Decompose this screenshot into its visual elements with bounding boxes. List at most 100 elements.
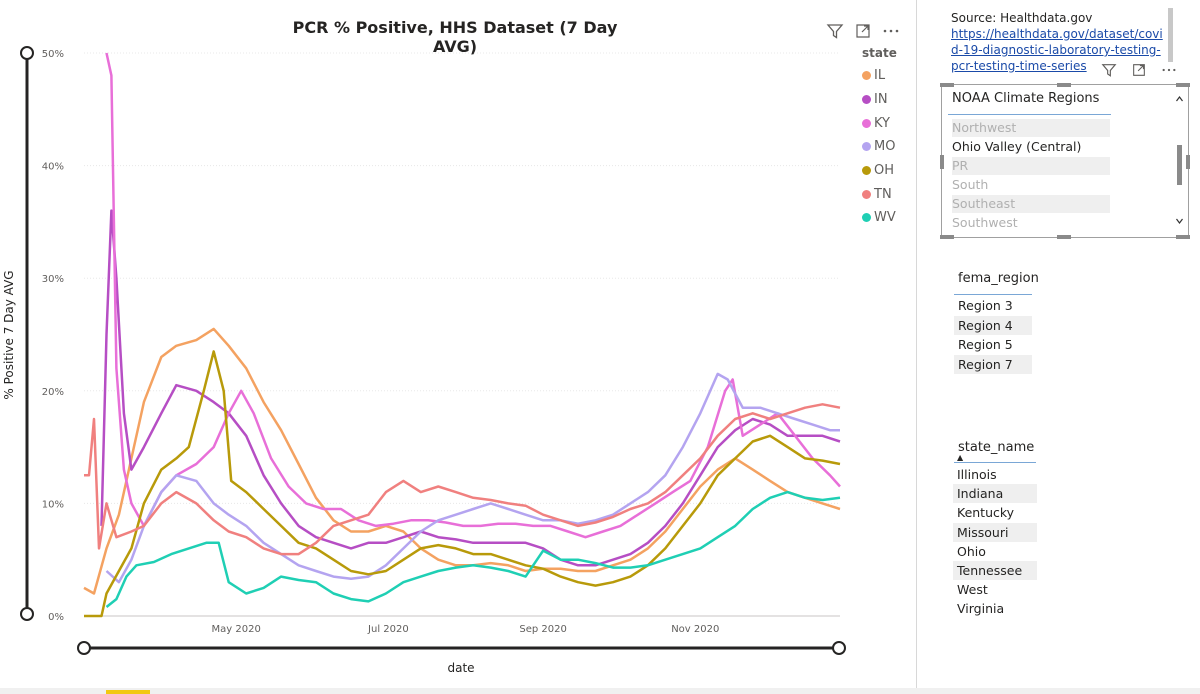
climate-slicer-title: NOAA Climate Regions — [952, 91, 1100, 106]
series-line-oh[interactable] — [84, 350, 841, 618]
chevron-up-icon — [1176, 96, 1183, 102]
page-tabs-bar — [0, 688, 1200, 694]
state-name-option[interactable]: Ohio — [957, 543, 986, 559]
legend-marker — [862, 95, 871, 105]
x-tick-label: Nov 2020 — [671, 624, 719, 635]
x-slider-handle-right[interactable] — [832, 641, 846, 655]
visual-header-icons — [826, 22, 900, 44]
x-slider-handle-left[interactable] — [77, 641, 91, 655]
state-name-option[interactable]: West Virginia — [957, 582, 1005, 617]
series-line-wv[interactable] — [105, 490, 841, 608]
state-name-option[interactable]: Indiana — [953, 484, 1037, 504]
chart-legend: state IL IN KY MO OH TN WV — [862, 46, 897, 230]
y-slider-handle-bottom[interactable] — [20, 607, 34, 621]
resize-handle[interactable] — [1057, 83, 1071, 87]
y-tick-label: 50% — [42, 49, 64, 60]
legend-label: OH — [874, 163, 895, 179]
state-name-option[interactable]: Missouri — [953, 522, 1037, 542]
climate-region-option[interactable]: Southwest — [952, 214, 1110, 232]
legend-item[interactable]: TN — [862, 182, 897, 206]
x-tick-label: May 2020 — [212, 624, 261, 635]
y-axis-ticks: 0% 10% 20% 30% 40% 50% — [42, 49, 64, 623]
slicer-header-icons — [1100, 62, 1178, 82]
climate-region-option[interactable]: South — [952, 176, 1110, 194]
resize-handle[interactable] — [1057, 235, 1071, 239]
legend-marker — [862, 213, 871, 223]
source-textbox: Source: Healthdata.gov https://healthdat… — [951, 10, 1163, 74]
focus-mode-icon[interactable] — [1130, 62, 1148, 82]
climate-region-option[interactable]: Southeast — [952, 195, 1110, 213]
resize-handle[interactable] — [940, 83, 954, 87]
more-options-icon[interactable] — [882, 22, 900, 44]
climate-region-option[interactable]: Ohio Valley (Central) — [952, 139, 1082, 154]
legend-title: state — [862, 46, 897, 60]
y-tick-label: 0% — [48, 612, 64, 623]
series-line-tn[interactable] — [84, 403, 841, 556]
fema-region-option[interactable]: Region 3 — [958, 298, 1013, 313]
legend-item[interactable]: KY — [862, 111, 897, 135]
fema-region-option[interactable]: Region 4 — [954, 315, 1032, 335]
state-name-option[interactable]: Tennessee — [953, 561, 1037, 580]
resize-handle[interactable] — [940, 155, 944, 169]
y-tick-label: 30% — [42, 274, 64, 285]
active-page-tab[interactable] — [106, 690, 150, 694]
slicer-title-underline — [954, 462, 1036, 463]
x-axis-label: date — [447, 661, 474, 675]
series-line-il[interactable] — [83, 327, 841, 595]
x-tick-label: Jul 2020 — [367, 624, 409, 635]
legend-label: KY — [874, 115, 891, 131]
series-line-ky[interactable] — [105, 52, 841, 539]
chart-title: PCR % Positive, HHS Dataset (7 Day AVG) — [292, 18, 618, 56]
legend-marker — [862, 189, 871, 199]
series-line-in[interactable] — [100, 209, 841, 567]
fema-slicer-title: fema_region — [958, 271, 1039, 286]
state-slicer-title: state_name — [958, 440, 1035, 455]
climate-region-option[interactable]: PR — [952, 157, 1110, 175]
slicer-scrollbar[interactable] — [1175, 93, 1184, 227]
resize-handle[interactable] — [1176, 235, 1190, 239]
y-range-slider[interactable] — [20, 46, 34, 621]
legend-marker — [862, 118, 871, 128]
textbox-scrollbar[interactable] — [1168, 8, 1173, 62]
gridlines — [84, 52, 840, 617]
legend-label: IL — [874, 68, 886, 84]
legend-marker — [862, 142, 871, 152]
legend-item[interactable]: MO — [862, 135, 897, 159]
resize-handle[interactable] — [940, 235, 954, 239]
resize-handle[interactable] — [1186, 155, 1190, 169]
x-range-slider[interactable] — [77, 641, 846, 655]
legend-marker — [862, 71, 871, 81]
state-name-option[interactable]: Kentucky — [957, 505, 1015, 521]
series-lines — [83, 52, 841, 618]
x-tick-label: Sep 2020 — [519, 624, 566, 635]
y-tick-label: 40% — [42, 162, 64, 173]
legend-label: IN — [874, 92, 888, 108]
source-link[interactable]: https://healthdata.gov/dataset/covid-19-… — [951, 27, 1163, 73]
legend-label: MO — [874, 139, 896, 155]
legend-item[interactable]: OH — [862, 159, 897, 183]
legend-marker — [862, 166, 871, 176]
state-name-option[interactable]: Illinois — [957, 467, 997, 482]
legend-item[interactable]: IL — [862, 64, 897, 88]
y-slider-handle-top[interactable] — [20, 46, 34, 60]
chevron-down-icon — [1176, 218, 1183, 224]
legend-label: TN — [874, 186, 892, 202]
series-line-mo[interactable] — [105, 372, 841, 584]
slicer-title-underline — [948, 114, 1111, 115]
fema-region-option[interactable]: Region 7 — [954, 354, 1032, 374]
legend-item[interactable]: WV — [862, 206, 897, 230]
x-axis-ticks: May 2020 Jul 2020 Sep 2020 Nov 2020 — [212, 624, 720, 635]
y-axis-label: % Positive 7 Day AVG — [2, 270, 16, 399]
chart-canvas: 0% 10% 20% 30% 40% 50% May 2020 Jul 2020 Sep 20… — [2, 46, 846, 675]
y-tick-label: 20% — [42, 387, 64, 398]
sort-ascending-icon[interactable]: ▲ — [957, 453, 964, 462]
filter-icon[interactable] — [1100, 62, 1118, 82]
slicer-title-underline — [954, 294, 1032, 295]
fema-region-option[interactable]: Region 5 — [958, 337, 1013, 352]
focus-mode-icon[interactable] — [854, 22, 872, 44]
resize-handle[interactable] — [1176, 83, 1190, 87]
more-options-icon[interactable] — [1160, 62, 1178, 82]
climate-region-option[interactable]: Northwest — [952, 119, 1110, 137]
filter-icon[interactable] — [826, 22, 844, 44]
legend-item[interactable]: IN — [862, 88, 897, 112]
